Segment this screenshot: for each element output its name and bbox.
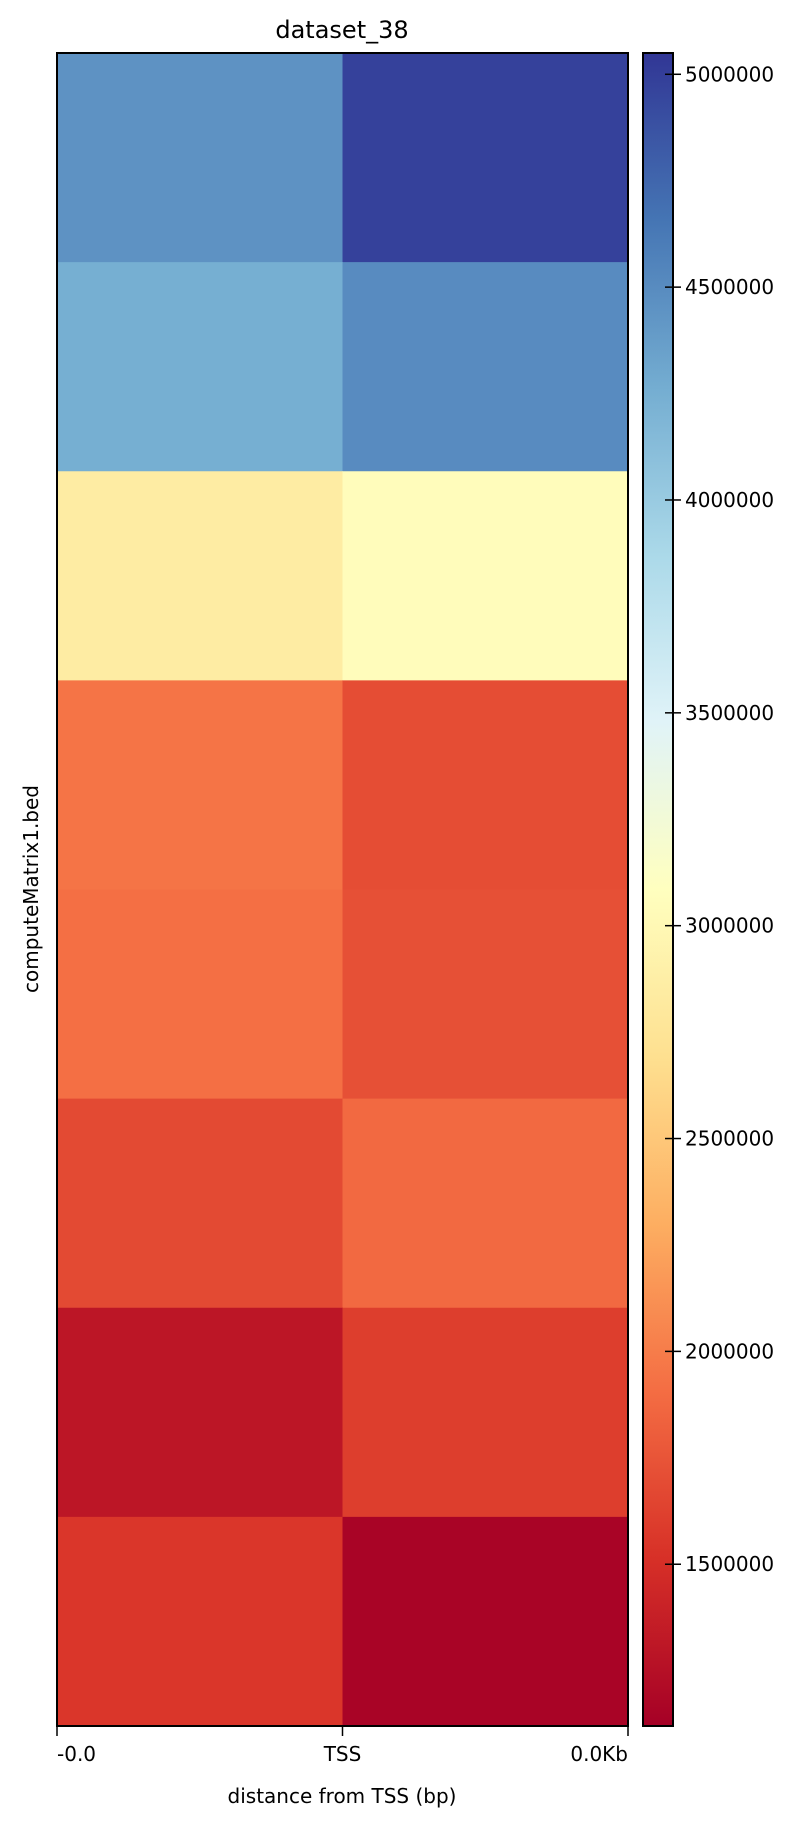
- colorbar-tick-label: 1500000: [685, 1552, 774, 1576]
- heatmap-cell: [57, 680, 343, 890]
- heatmap-cell: [342, 1516, 629, 1727]
- colorbar-tick-label: 4000000: [685, 488, 774, 512]
- heatmap-cell: [342, 262, 629, 472]
- colorbar-tick-label: 2000000: [685, 1339, 774, 1363]
- colorbar-tick-label: 5000000: [685, 62, 774, 86]
- colorbar-tick-label: 2500000: [685, 1127, 774, 1151]
- x-tick-label: 0.0Kb: [570, 1742, 628, 1766]
- colorbar-tick-label: 3000000: [685, 914, 774, 938]
- x-tick-label: TSS: [323, 1742, 362, 1766]
- x-axis-label: distance from TSS (bp): [228, 1784, 457, 1808]
- chart-title: dataset_38: [275, 16, 408, 44]
- heatmap-cell: [342, 53, 629, 263]
- heatmap-cell: [57, 53, 343, 263]
- heatmap-cell: [342, 680, 629, 890]
- colorbar-ticks: 1500000 2000000 2500000 3000000 3500000 40000…: [665, 62, 774, 1576]
- heatmap-cell: [57, 1307, 343, 1518]
- heatmap-cell: [57, 889, 343, 1100]
- colorbar-tick-label: 4500000: [685, 275, 774, 299]
- x-tick-label: -0.0: [57, 1742, 96, 1766]
- heatmap-cell: [57, 1098, 343, 1309]
- heatmap-cell: [342, 471, 629, 681]
- heatmap-cell: [57, 471, 343, 681]
- colorbar-tick-label: 3500000: [685, 701, 774, 725]
- heatmap-cell: [342, 1098, 629, 1309]
- heatmap-cell: [342, 1307, 629, 1518]
- heatmap-cells: [57, 53, 629, 1727]
- heatmap-cell: [57, 262, 343, 472]
- y-axis-label: computeMatrix1.bed: [19, 785, 43, 993]
- heatmap-cell: [57, 1516, 343, 1727]
- colorbar: [642, 52, 674, 1727]
- heatmap-cell: [342, 889, 629, 1100]
- x-axis-ticks: -0.0 TSS 0.0Kb: [56, 1726, 629, 1766]
